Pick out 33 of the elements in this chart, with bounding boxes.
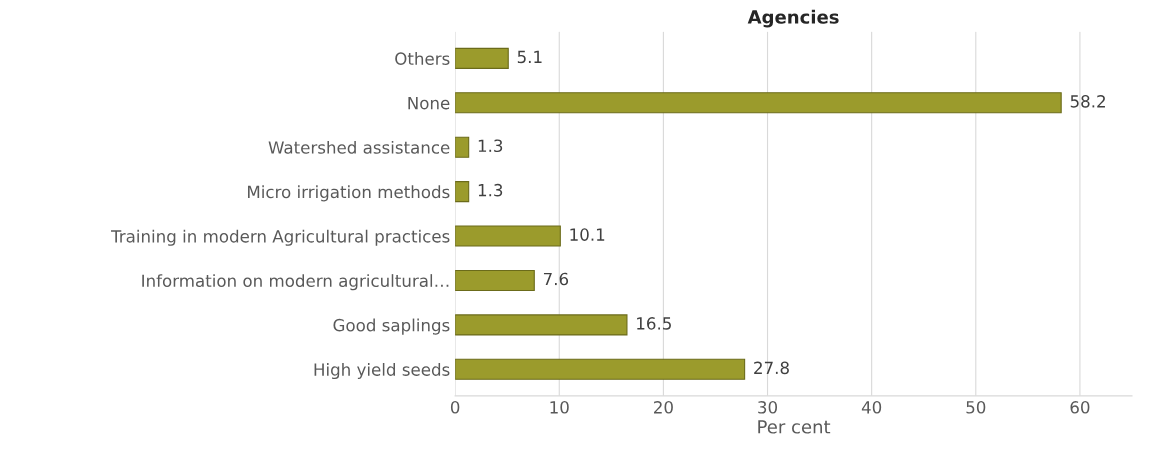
bar — [455, 181, 470, 203]
data-label: 5.1 — [517, 50, 542, 64]
y-tick-label: Training in modern Agricultural practices — [111, 229, 450, 246]
bar — [455, 358, 746, 380]
x-tick-label: 20 — [654, 401, 673, 414]
data-label: 7.6 — [543, 272, 569, 286]
y-tick-label: Others — [395, 52, 450, 65]
data-label: 58.2 — [1070, 95, 1105, 108]
bar — [455, 92, 1062, 114]
y-tick-label: Micro irrigation methods — [248, 185, 450, 202]
bar — [455, 225, 561, 247]
data-label: 1.3 — [478, 183, 503, 197]
data-label: 16.5 — [637, 317, 671, 330]
x-axis-title: Per cent — [758, 420, 831, 434]
y-tick-label: High yield seeds — [314, 362, 450, 380]
bar — [455, 136, 470, 158]
x-tick-label: 50 — [966, 401, 986, 414]
data-label: 27.8 — [754, 361, 789, 375]
y-tick-label: Good saplings — [333, 318, 450, 335]
bar — [455, 47, 509, 69]
bar — [455, 314, 628, 336]
y-tick-label: Watershed assistance — [268, 140, 450, 154]
x-tick-label: 0 — [450, 401, 460, 414]
x-tick-label: 40 — [861, 401, 882, 414]
data-label: 10.1 — [570, 228, 605, 241]
y-tick-label: None — [408, 96, 450, 110]
chart-title: Agencies — [747, 9, 839, 28]
x-tick-label: 10 — [550, 401, 569, 414]
data-label: 1.3 — [478, 139, 503, 153]
y-tick-label: Information on modern agricultural… — [142, 274, 449, 291]
x-tick-label: 60 — [1070, 401, 1090, 414]
x-tick-label: 30 — [758, 401, 778, 414]
bar — [455, 269, 535, 292]
